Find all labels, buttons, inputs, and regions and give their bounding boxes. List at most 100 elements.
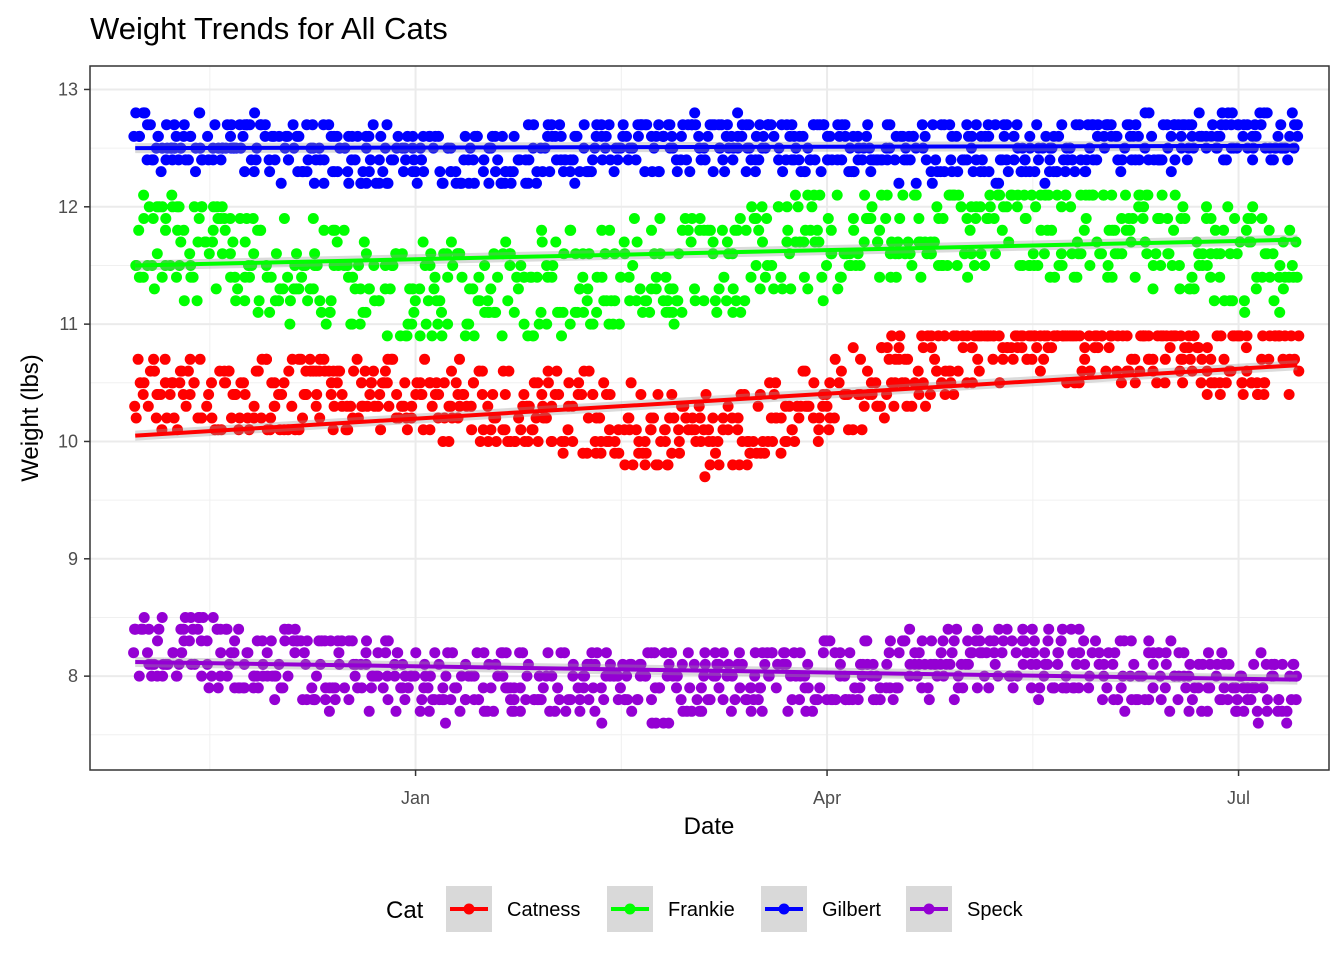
- data-point: [1038, 248, 1050, 260]
- data-point: [1008, 130, 1020, 142]
- data-point: [1074, 647, 1086, 659]
- data-point: [874, 694, 886, 706]
- data-point: [381, 330, 393, 342]
- data-point: [282, 130, 294, 142]
- data-point: [1034, 682, 1046, 694]
- data-point: [1214, 130, 1226, 142]
- data-point: [314, 412, 326, 424]
- data-point: [138, 107, 150, 119]
- data-point: [865, 166, 877, 178]
- data-point: [761, 213, 773, 224]
- data-point: [773, 201, 785, 213]
- data-point: [463, 318, 475, 330]
- x-axis-title: Date: [684, 813, 735, 840]
- data-point: [1222, 201, 1234, 213]
- data-point: [775, 447, 787, 459]
- data-point: [1285, 330, 1297, 342]
- data-point: [1275, 119, 1287, 131]
- data-point: [554, 119, 566, 131]
- data-point: [710, 670, 722, 682]
- data-point: [1165, 166, 1177, 178]
- data-point: [1031, 119, 1043, 131]
- data-point: [544, 166, 556, 178]
- data-point: [754, 119, 766, 131]
- data-point: [854, 260, 866, 271]
- data-point: [910, 177, 922, 189]
- data-point: [195, 412, 207, 424]
- data-point: [976, 154, 988, 166]
- data-point: [883, 647, 895, 659]
- data-point: [834, 658, 846, 670]
- data-point: [653, 119, 665, 131]
- data-point: [447, 647, 458, 659]
- data-point: [973, 365, 985, 377]
- data-point: [1033, 694, 1045, 706]
- data-point: [132, 353, 144, 365]
- data-point: [711, 658, 723, 670]
- data-point: [1255, 119, 1267, 131]
- data-point: [913, 647, 925, 659]
- data-point: [318, 177, 330, 189]
- data-point: [450, 377, 462, 389]
- data-point: [1024, 130, 1036, 142]
- data-point: [458, 389, 470, 400]
- data-point: [1268, 295, 1280, 307]
- data-point: [1007, 353, 1019, 365]
- data-point: [587, 318, 599, 330]
- data-point: [1026, 353, 1038, 365]
- data-point: [583, 365, 595, 377]
- data-point: [476, 389, 488, 400]
- data-point: [531, 271, 543, 283]
- data-point: [852, 694, 864, 706]
- data-point: [722, 424, 734, 436]
- data-point: [628, 213, 640, 224]
- data-point: [666, 447, 678, 459]
- data-point: [1281, 717, 1293, 729]
- data-point: [847, 424, 859, 436]
- data-point: [476, 365, 488, 377]
- data-point: [153, 623, 165, 635]
- data-point: [146, 154, 158, 166]
- data-point: [521, 670, 533, 682]
- data-point: [630, 424, 642, 436]
- data-point: [269, 154, 281, 166]
- data-point: [1160, 658, 1172, 670]
- data-point: [880, 213, 892, 224]
- data-point: [897, 189, 909, 201]
- data-point: [722, 400, 734, 412]
- data-point: [339, 682, 350, 694]
- data-point: [436, 330, 448, 342]
- data-point: [515, 424, 527, 436]
- data-point: [583, 694, 595, 706]
- data-point: [259, 119, 271, 131]
- data-point: [1098, 658, 1110, 670]
- data-point: [382, 635, 394, 647]
- data-point: [1195, 377, 1207, 389]
- data-point: [713, 459, 725, 471]
- data-point: [443, 436, 455, 447]
- data-point: [650, 271, 662, 283]
- data-point: [1264, 271, 1276, 283]
- data-point: [1097, 694, 1108, 706]
- data-point: [1183, 705, 1195, 717]
- data-point: [1277, 283, 1289, 295]
- data-point: [565, 694, 577, 706]
- data-point: [556, 330, 567, 342]
- data-point: [318, 154, 330, 166]
- data-point: [184, 248, 196, 260]
- data-point: [441, 248, 453, 260]
- data-point: [1222, 694, 1234, 706]
- data-point: [1205, 353, 1217, 365]
- data-point: [1276, 658, 1288, 670]
- data-point: [422, 295, 434, 307]
- data-point: [399, 694, 411, 706]
- data-point: [759, 447, 771, 459]
- data-point: [1019, 213, 1031, 224]
- data-point: [906, 400, 918, 412]
- data-point: [1186, 119, 1198, 131]
- data-point: [957, 682, 969, 694]
- data-point: [939, 330, 951, 342]
- data-point: [789, 189, 801, 201]
- data-point: [675, 130, 687, 142]
